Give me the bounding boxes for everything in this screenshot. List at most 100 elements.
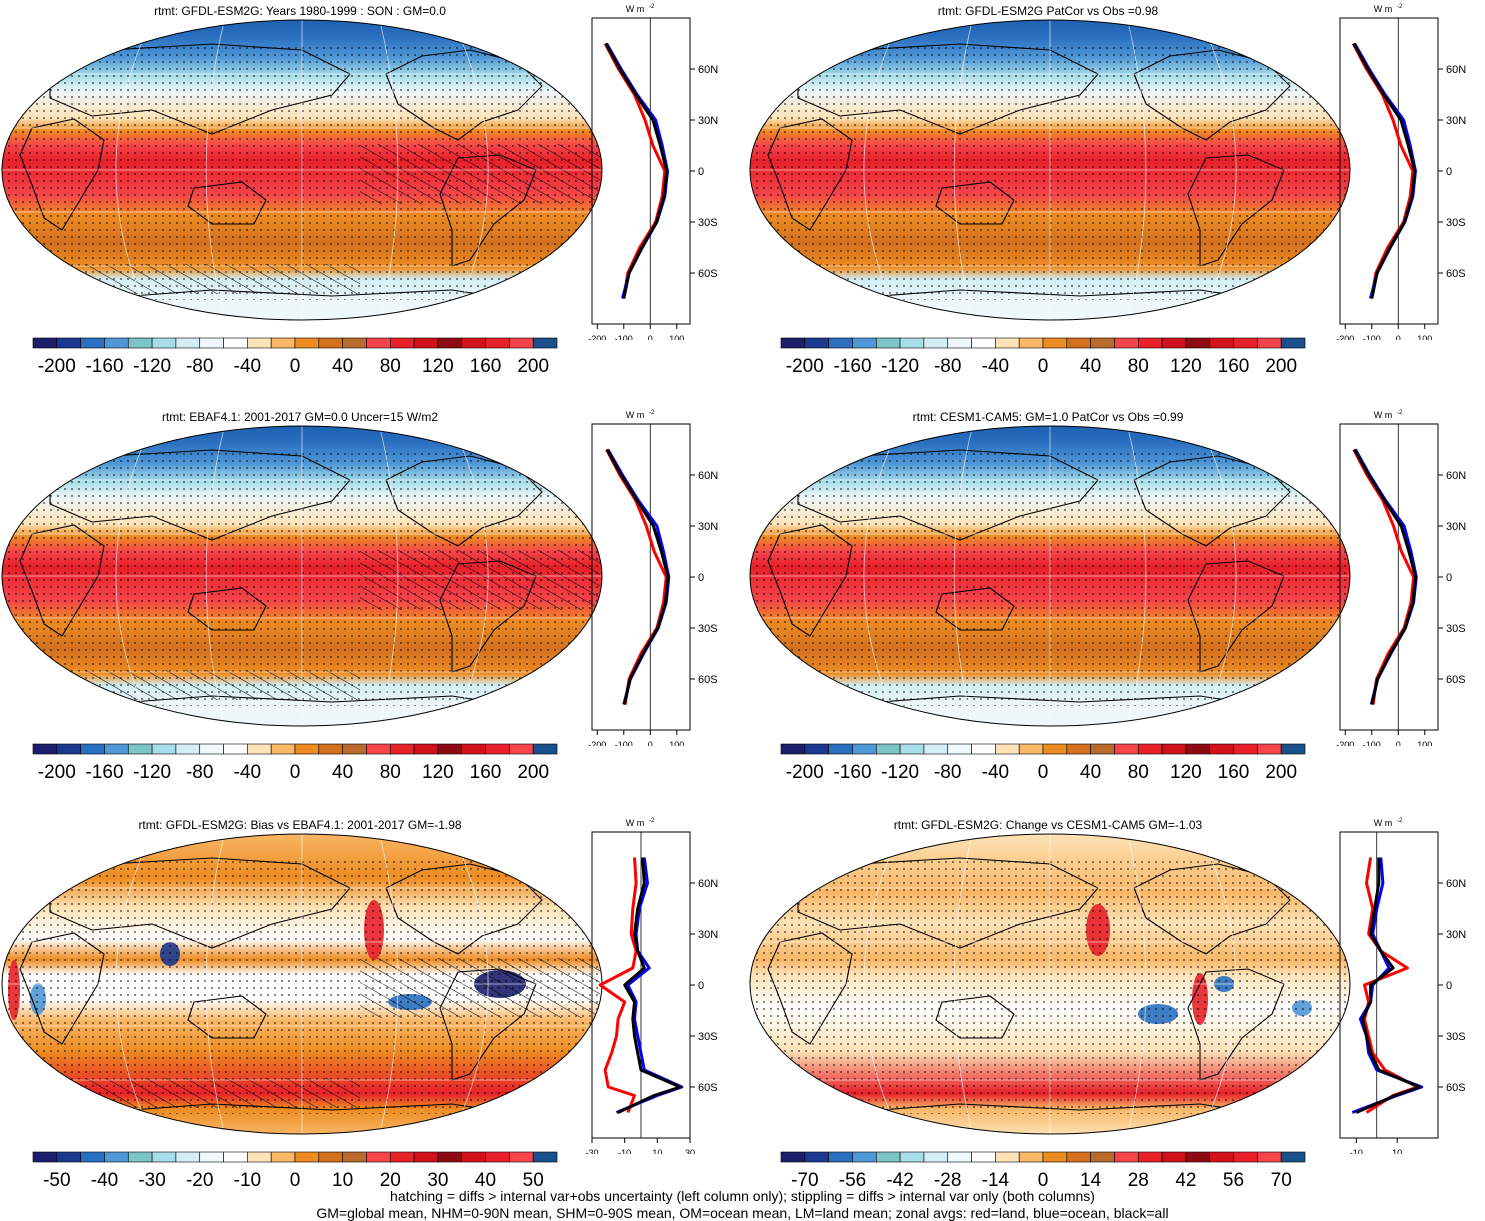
lat-tick-label: 60S <box>1446 674 1466 686</box>
colorbar-label: 10 <box>332 1170 353 1191</box>
graticule-meridian <box>115 426 152 726</box>
colorbar-label: -40 <box>982 762 1009 783</box>
colorbar-label: -42 <box>886 1170 913 1191</box>
colorbar-swatch <box>199 337 224 349</box>
colorbar-label: -14 <box>982 1170 1010 1191</box>
lat-tick-label: 30N <box>698 115 718 127</box>
colorbar-label: -30 <box>138 1170 165 1191</box>
colorbar: -200 -160 -120 -80 -40 0 40 80 120 160 200 <box>780 743 1306 783</box>
colorbar-label: 0 <box>1038 1170 1049 1191</box>
colorbar-label: -160 <box>833 356 871 377</box>
colorbar-label: 160 <box>470 762 502 783</box>
panel-p3: rtmt: EBAF4.1: 2001-2017 GM=0.0 Uncer=15… <box>0 406 737 786</box>
zonal-x-tick-label: 30 <box>685 1148 695 1154</box>
colorbar: -200 -160 -120 -80 -40 0 40 80 120 160 200 <box>32 743 558 783</box>
colorbar-label: 160 <box>1218 762 1250 783</box>
colorbar-swatch <box>80 1151 105 1163</box>
lat-tick-label: 60N <box>698 64 718 76</box>
zonal-unit-label: W m <box>626 4 645 14</box>
colorbar-swatch <box>437 337 463 349</box>
lat-tick-label: 60N <box>1446 470 1466 482</box>
graticule-meridian <box>863 20 900 320</box>
colorbar-swatch <box>804 743 829 755</box>
colorbar-label: 20 <box>380 1170 401 1191</box>
colorbar-swatch <box>780 337 806 349</box>
lat-tick-label: 30S <box>698 1031 718 1043</box>
colorbar-swatch <box>1137 743 1163 755</box>
zonal-x-tick-label: 10 <box>652 1148 662 1154</box>
colorbar-swatch <box>223 743 248 755</box>
colorbar-label: 40 <box>1080 762 1101 783</box>
colorbar-swatch <box>413 743 439 755</box>
panel-p5: rtmt: GFDL-ESM2G: Bias vs EBAF4.1: 2001-… <box>0 814 737 1194</box>
lat-tick-label: 30S <box>1446 217 1466 229</box>
colorbar-swatch <box>971 337 996 349</box>
zonal-series-ocean <box>606 448 671 705</box>
colorbar-swatch <box>875 743 901 755</box>
colorbar-swatch <box>1018 743 1044 755</box>
zonal-unit-label: W m <box>1374 410 1393 420</box>
colorbar-label: 80 <box>380 356 401 377</box>
colorbar-swatch <box>1209 1151 1234 1163</box>
colorbar-swatch <box>1185 1151 1211 1163</box>
zonal-x-tick-label: 0 <box>648 334 653 340</box>
colorbar-swatch <box>852 1151 877 1163</box>
colorbar-swatch <box>485 743 510 755</box>
zonal-mean-plot: W m -2 -200 -100 0 100 60N 30N 0 30S 60S <box>1336 4 1466 340</box>
colorbar-swatch <box>1042 337 1068 349</box>
zonal-series-all <box>1355 857 1422 1114</box>
zonal-unit-label: W m <box>1374 4 1393 14</box>
colorbar-swatch <box>413 337 439 349</box>
zonal-unit-label: W m <box>1374 818 1393 828</box>
zonal-series-all <box>1353 448 1417 705</box>
robinson-map <box>749 833 1351 1135</box>
panel-title: rtmt: GFDL-ESM2G: Years 1980-1999 : SON … <box>154 4 446 18</box>
lat-tick-label: 30N <box>698 521 718 533</box>
colorbar-swatch <box>223 1151 248 1163</box>
zonal-unit-label: W m <box>626 410 645 420</box>
colorbar-swatch <box>947 337 972 349</box>
colorbar-swatch <box>318 1151 343 1163</box>
panel-title: rtmt: GFDL-ESM2G PatCor vs Obs =0.98 <box>937 4 1159 18</box>
colorbar-swatch <box>1066 743 1091 755</box>
panel-p2: rtmt: GFDL-ESM2G PatCor vs Obs =0.98 -200… <box>748 0 1485 380</box>
colorbar-swatch <box>270 743 296 755</box>
colorbar-swatch <box>104 337 129 349</box>
colorbar-swatch <box>1114 743 1139 755</box>
lat-tick-label: 30S <box>1446 1031 1466 1043</box>
map-border <box>1 19 603 321</box>
zonal-mean-plot: W m -2 -200 -100 0 100 60N 30N 0 30S 60S <box>1336 410 1466 746</box>
map-border <box>749 833 1351 1135</box>
colorbar-label: -50 <box>43 1170 70 1191</box>
colorbar-swatch <box>1042 743 1068 755</box>
colorbar-swatch <box>80 337 105 349</box>
colorbar-label: -80 <box>186 356 213 377</box>
zonal-frame <box>1339 17 1439 325</box>
colorbar-swatch <box>318 743 343 755</box>
zonal-x-tick-label: 10 <box>1392 1148 1402 1154</box>
colorbar-swatch <box>32 743 58 755</box>
coastline-australia <box>187 181 267 225</box>
colorbar-swatch <box>780 1151 806 1163</box>
colorbar-swatch <box>1161 743 1187 755</box>
lat-tick-label: 60N <box>1446 64 1466 76</box>
colorbar-swatch <box>509 337 534 349</box>
colorbar-label: 0 <box>290 356 301 377</box>
colorbar-label: -160 <box>85 356 123 377</box>
colorbar-label: 30 <box>427 1170 448 1191</box>
colorbar-swatch <box>1066 337 1091 349</box>
zonal-unit-superscript: -2 <box>649 818 655 824</box>
map-border <box>749 19 1351 321</box>
colorbar-swatch <box>342 1151 367 1163</box>
colorbar-swatch <box>875 337 901 349</box>
colorbar-swatch <box>175 1151 201 1163</box>
lat-tick-label: 30S <box>698 623 718 635</box>
colorbar-swatch <box>247 337 272 349</box>
graticule-meridian <box>452 426 489 726</box>
colorbar-label: 200 <box>517 762 549 783</box>
colorbar-swatch <box>1137 337 1163 349</box>
colorbar-label: -80 <box>934 356 961 377</box>
colorbar-swatch <box>485 337 510 349</box>
colorbar-label: 70 <box>1271 1170 1292 1191</box>
colorbar-label: 56 <box>1223 1170 1244 1191</box>
